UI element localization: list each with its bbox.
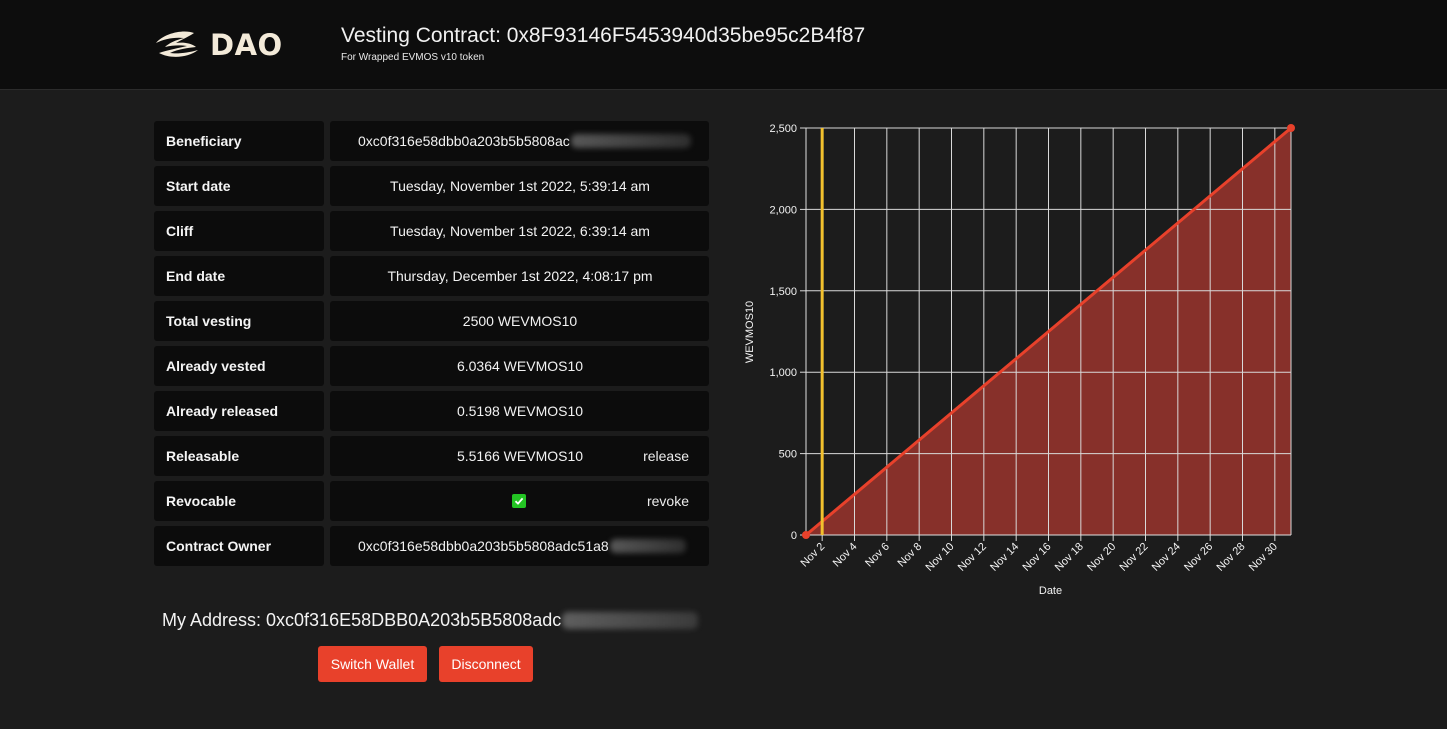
value-cliff: Tuesday, November 1st 2022, 6:39:14 am: [390, 223, 650, 239]
disconnect-button[interactable]: Disconnect: [439, 646, 533, 682]
x-tick-label: Nov 22: [1117, 541, 1150, 574]
row-cliff: Cliff Tuesday, November 1st 2022, 6:39:1…: [154, 211, 709, 251]
value-total-vesting: 2500 WEVMOS10: [462, 313, 578, 329]
revoke-button[interactable]: revoke: [646, 493, 689, 509]
label-beneficiary: Beneficiary: [154, 121, 324, 161]
x-axis-title: Date: [1039, 585, 1062, 597]
row-releasable: Releasable 5.5166 WEVMOS10 release: [154, 436, 709, 476]
x-tick-label: Nov 6: [863, 541, 892, 570]
value-cell-cliff: Tuesday, November 1st 2022, 6:39:14 am: [330, 211, 709, 251]
top-header: DAO Vesting Contract: 0x8F93146F5453940d…: [0, 0, 1447, 90]
data-point: [1287, 124, 1295, 132]
bird-logo-icon: [156, 31, 198, 57]
redacted-blur: [562, 612, 699, 629]
label-contract-owner: Contract Owner: [154, 526, 324, 566]
value-already-released: 0.5198 WEVMOS10: [456, 403, 584, 419]
logo-text: DAO: [210, 28, 283, 62]
y-tick-label: 500: [779, 449, 797, 461]
value-cell-already-vested: 6.0364 WEVMOS10: [330, 346, 709, 386]
value-start-date: Tuesday, November 1st 2022, 5:39:14 am: [390, 178, 650, 194]
x-tick-label: Nov 2: [798, 541, 827, 570]
x-tick-label: Nov 12: [956, 541, 989, 574]
value-cell-already-released: 0.5198 WEVMOS10: [330, 391, 709, 431]
row-contract-owner: Contract Owner 0xc0f316e58dbb0a203b5b580…: [154, 526, 709, 566]
my-address: My Address: 0xc0f316E58DBB0A203b5B5808ad…: [162, 610, 699, 631]
release-button[interactable]: release: [643, 448, 689, 464]
label-total-vesting: Total vesting: [154, 301, 324, 341]
y-tick-label: 1,500: [769, 286, 797, 298]
y-tick-label: 2,000: [769, 204, 797, 216]
x-tick-label: Nov 10: [923, 541, 956, 574]
x-tick-label: Nov 30: [1247, 541, 1280, 574]
value-end-date: Thursday, December 1st 2022, 4:08:17 pm: [387, 268, 653, 284]
x-tick-label: Nov 8: [895, 541, 924, 570]
data-point: [802, 531, 810, 539]
x-tick-label: Nov 24: [1150, 541, 1183, 574]
value-cell-revocable: revoke: [330, 481, 709, 521]
vesting-info-table: Beneficiary 0xc0f316e58dbb0a203b5b5808ac…: [154, 121, 709, 571]
page-subtitle: For Wrapped EVMOS v10 token: [341, 52, 485, 63]
revocable-check-icon: [512, 494, 526, 508]
y-axis-title: WEVMOS10: [744, 301, 756, 363]
wallet-buttons: Switch Wallet Disconnect: [318, 646, 533, 682]
row-start-date: Start date Tuesday, November 1st 2022, 5…: [154, 166, 709, 206]
value-contract-owner: 0xc0f316e58dbb0a203b5b5808adc51a8: [358, 538, 609, 554]
logo: DAO: [150, 26, 283, 64]
label-revocable: Revocable: [154, 481, 324, 521]
value-cell-end-date: Thursday, December 1st 2022, 4:08:17 pm: [330, 256, 709, 296]
redacted-blur: [609, 539, 686, 553]
value-cell-contract-owner: 0xc0f316e58dbb0a203b5b5808adc51a8: [330, 526, 709, 566]
value-cell-total-vesting: 2500 WEVMOS10: [330, 301, 709, 341]
x-tick-label: Nov 28: [1214, 541, 1247, 574]
switch-wallet-button[interactable]: Switch Wallet: [318, 646, 427, 682]
x-tick-label: Nov 16: [1020, 541, 1053, 574]
row-already-released: Already released 0.5198 WEVMOS10: [154, 391, 709, 431]
label-start-date: Start date: [154, 166, 324, 206]
y-tick-label: 2,500: [769, 123, 797, 135]
row-total-vesting: Total vesting 2500 WEVMOS10: [154, 301, 709, 341]
row-already-vested: Already vested 6.0364 WEVMOS10: [154, 346, 709, 386]
redacted-blur: [570, 134, 691, 148]
x-tick-label: Nov 4: [831, 541, 860, 570]
value-beneficiary: 0xc0f316e58dbb0a203b5b5808ac: [358, 133, 570, 149]
value-already-vested: 6.0364 WEVMOS10: [456, 358, 584, 374]
y-tick-label: 1,000: [769, 367, 797, 379]
row-revocable: Revocable revoke: [154, 481, 709, 521]
x-tick-label: Nov 20: [1085, 541, 1118, 574]
page-title: Vesting Contract: 0x8F93146F5453940d35be…: [341, 24, 866, 47]
value-releasable: 5.5166 WEVMOS10: [456, 448, 584, 464]
my-address-text: My Address: 0xc0f316E58DBB0A203b5B5808ad…: [162, 610, 562, 630]
x-tick-label: Nov 18: [1053, 541, 1086, 574]
label-releasable: Releasable: [154, 436, 324, 476]
label-already-vested: Already vested: [154, 346, 324, 386]
vesting-line: [805, 126, 1292, 537]
x-tick-label: Nov 14: [988, 541, 1021, 574]
value-cell-start-date: Tuesday, November 1st 2022, 5:39:14 am: [330, 166, 709, 206]
label-already-released: Already released: [154, 391, 324, 431]
x-tick-label: Nov 26: [1182, 541, 1215, 574]
label-end-date: End date: [154, 256, 324, 296]
row-end-date: End date Thursday, December 1st 2022, 4:…: [154, 256, 709, 296]
label-cliff: Cliff: [154, 211, 324, 251]
value-cell-beneficiary: 0xc0f316e58dbb0a203b5b5808ac: [330, 121, 709, 161]
value-cell-releasable: 5.5166 WEVMOS10 release: [330, 436, 709, 476]
row-beneficiary: Beneficiary 0xc0f316e58dbb0a203b5b5808ac: [154, 121, 709, 161]
y-tick-label: 0: [791, 530, 797, 542]
